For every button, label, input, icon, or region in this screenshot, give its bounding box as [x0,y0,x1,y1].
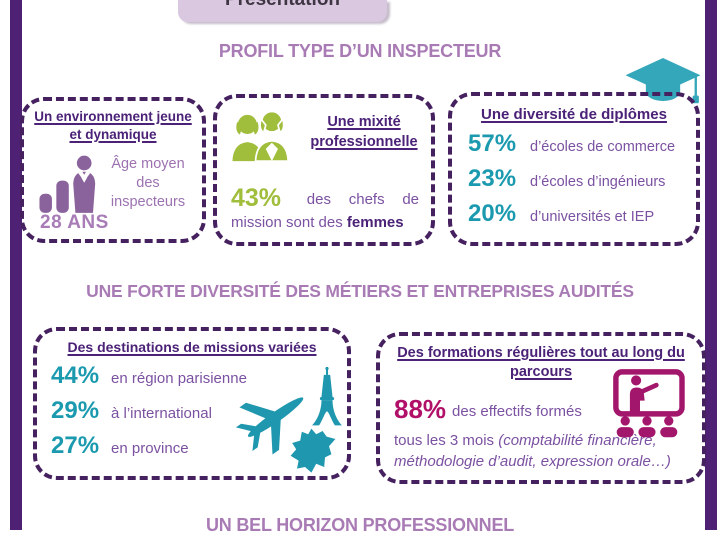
france-map-icon [287,427,339,480]
card-environment-title: Un environnement jeune et dynamique [34,109,192,142]
tab-presentation-label: Présentation [178,0,387,11]
stat-value: 23% [468,165,517,192]
right-border-bar [705,0,717,530]
diploma-stat-row: 20% d’universités et IEP [468,200,696,228]
stat-value: 44% [51,362,100,389]
card-mixite-title: Une mixité professionnelle [310,114,418,150]
stat-value: 27% [51,432,100,459]
card-diplomes-title: Une diversité de diplômes [481,106,667,123]
formations-stat-label: des effectifs formés [452,403,582,420]
diploma-stat-row: 23% d’écoles d’ingénieurs [468,165,696,193]
card-environment: Un environnement jeune et dynamique 28 A… [20,97,206,243]
stat-value: 20% [468,200,517,227]
formations-detail: tous les 3 mois (comptabilité financière… [394,430,696,472]
card-formations: Des formations régulières tout au long d… [376,332,706,484]
section-title-horizon: UN BEL HORIZON PROFESSIONNEL [205,515,515,535]
stat-label: en région parisienne [111,370,247,387]
stat-value: 57% [468,130,517,157]
tab-presentation[interactable]: Présentation [178,0,387,22]
mixite-stat-bold: femmes [346,214,404,231]
average-age-value: 28 ANS [40,212,109,233]
formations-detail-regular: tous les 3 mois [394,432,495,449]
stat-label: à l’international [111,405,212,422]
card-destinations: Des destinations de missions variées 44%… [33,327,351,480]
mixite-stat-label: des chefs de mission sont des [231,191,419,231]
mixite-stat-text: 43% des chefs de mission sont des femmes [231,184,419,234]
stat-label: d’universités et IEP [530,209,655,225]
plane-icon [233,379,313,464]
trainer-whiteboard-icon [608,368,686,443]
formations-stat-value: 88% [394,394,447,424]
bar-chart-person-icon [38,151,104,224]
destination-stat-row: 27% en province [51,432,347,460]
stat-label: d’écoles d’ingénieurs [530,174,666,190]
section-title-diversity: UNE FORTE DIVERSITÉ DES MÉTIERS ET ENTRE… [86,281,634,301]
card-formations-title: Des formations régulières tout au long d… [397,345,685,380]
mixite-stat-value: 43% [231,184,282,212]
destination-stat-row: 29% à l’international [51,397,347,425]
card-diplomes: Une diversité de diplômes 57% d’écoles d… [448,92,700,246]
graduation-cap-icon [622,53,704,113]
formations-detail-italic: (comptabilité financière, méthodologie d… [394,432,671,470]
section-title-profile: PROFIL TYPE D’UN INSPECTEUR [218,41,502,61]
destination-stat-row: 44% en région parisienne [51,362,347,390]
eiffel-tower-icon [311,367,343,432]
stat-label: d’écoles de commerce [530,139,676,155]
stat-label: en province [111,440,189,457]
card-destinations-title: Des destinations de missions variées [67,339,317,355]
two-women-icon [227,108,295,169]
left-border-bar [10,0,22,530]
formations-stat: 88% des effectifs formés [394,394,614,425]
stat-value: 29% [51,397,100,424]
card-mixite: Une mixité professionnelle 43% des chefs… [213,94,435,246]
average-age-caption: Âge moyen des inspecteurs [110,156,186,210]
diploma-stat-row: 57% d’écoles de commerce [468,130,696,158]
